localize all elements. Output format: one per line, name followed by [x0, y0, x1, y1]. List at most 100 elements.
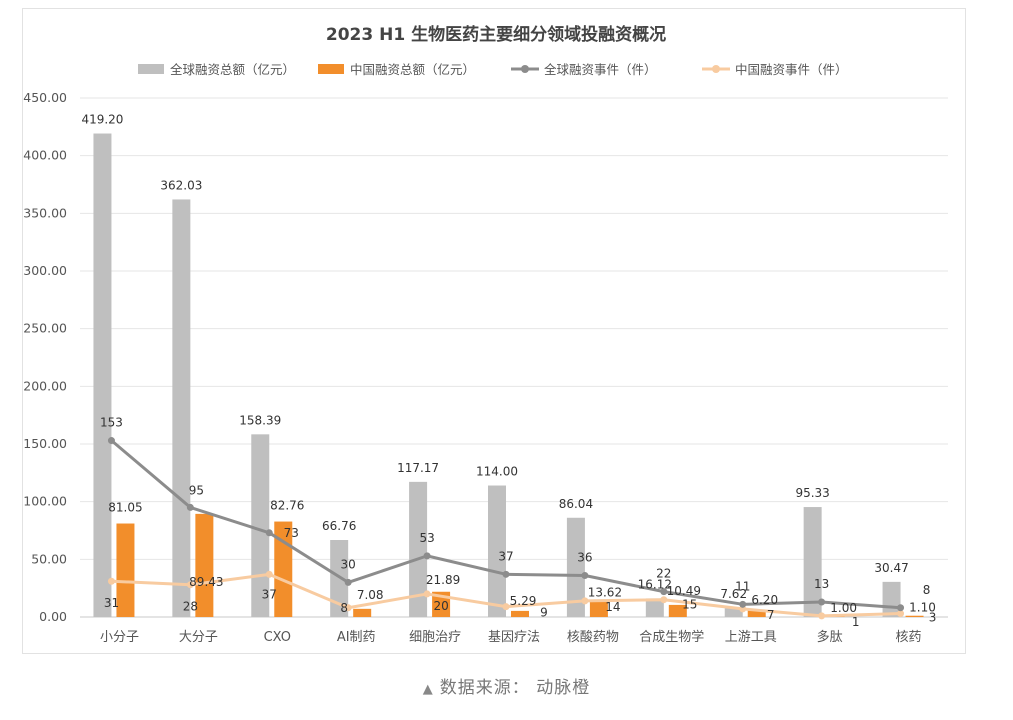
- data-label-global-total: 16.12: [638, 577, 672, 591]
- data-label-china-total: 89.43: [189, 575, 223, 589]
- data-label-global-total: 86.04: [559, 497, 593, 511]
- line-china-events-point: [818, 612, 826, 620]
- data-label-china-total: 21.89: [426, 573, 460, 587]
- data-label-china-total: 1.00: [830, 601, 857, 615]
- data-label-global-total: 114.00: [476, 465, 518, 479]
- data-label-china-total: 82.76: [270, 499, 304, 513]
- data-label-china-events: 28: [183, 600, 198, 614]
- legend-marker-2: [521, 65, 529, 73]
- bar-china-total: [353, 608, 372, 617]
- data-label-china-total: 81.05: [108, 501, 142, 515]
- bar-global-total: [566, 517, 585, 617]
- y-tick-label: 50.00: [31, 551, 67, 566]
- line-china-events-point: [502, 603, 510, 611]
- data-label-china-events: 1: [852, 615, 860, 629]
- legend-label-3: 中国融资事件（件）: [735, 62, 848, 77]
- line-global-events-point: [186, 503, 194, 511]
- line-global-events-point: [660, 588, 668, 596]
- x-tick-label: 大分子: [179, 630, 218, 645]
- bar-global-total: [724, 608, 743, 617]
- y-tick-label: 0.00: [39, 609, 67, 624]
- x-tick-label: 核酸药物: [567, 630, 619, 645]
- data-label-global-total: 7.62: [720, 587, 747, 601]
- data-label-global-events: 22: [656, 567, 671, 581]
- data-label-china-events: 15: [682, 598, 697, 612]
- bar-china-total: [511, 610, 529, 617]
- data-label-china-events: 8: [340, 601, 348, 615]
- data-label-china-total: 13.62: [588, 585, 622, 599]
- data-label-china-events: 20: [433, 599, 448, 613]
- data-label-global-events: 8: [923, 583, 931, 597]
- data-label-global-events: 95: [189, 483, 204, 497]
- bar-global-total: [803, 507, 822, 617]
- x-tick-label: 核药: [896, 630, 922, 645]
- bar-global-total: [93, 133, 112, 618]
- y-tick-label: 150.00: [23, 436, 67, 451]
- line-china-events-point: [423, 590, 431, 598]
- line-global-events-point: [739, 600, 747, 608]
- x-tick-label: 小分子: [100, 630, 139, 645]
- data-label-global-events: 11: [735, 579, 750, 593]
- y-tick-label: 250.00: [23, 321, 67, 336]
- data-label-china-events: 31: [104, 596, 119, 610]
- legend-label-2: 全球融资事件（件）: [544, 62, 657, 77]
- data-label-global-total: 95.33: [795, 486, 829, 500]
- triangle-icon: ▲: [422, 682, 434, 697]
- bar-global-total: [172, 199, 191, 617]
- bar-china-total: [116, 523, 135, 617]
- legend-marker-3: [712, 65, 720, 73]
- x-tick-label: AI制药: [337, 630, 376, 645]
- line-china-events-point: [265, 570, 273, 578]
- data-label-china-total: 6.20: [751, 593, 778, 607]
- line-global-events-point: [502, 570, 510, 578]
- bar-china-total: [195, 513, 214, 617]
- source-note: ▲ 数据来源： 动脉橙: [0, 673, 1013, 698]
- bar-global-total: [645, 598, 664, 617]
- source-text: 数据来源： 动脉橙: [439, 678, 591, 698]
- x-tick-label: 上游工具: [725, 630, 777, 645]
- bar-global-total: [488, 485, 506, 617]
- bar-china-total: [589, 601, 608, 617]
- line-global-events-point: [818, 598, 826, 606]
- data-label-global-total: 30.47: [874, 561, 908, 575]
- data-label-china-events: 7: [767, 608, 775, 622]
- data-label-china-events: 37: [262, 587, 277, 601]
- data-label-global-total: 117.17: [397, 461, 439, 475]
- data-label-china-events: 14: [605, 600, 620, 614]
- bar-china-total: [747, 609, 766, 617]
- legend-swatch-1: [318, 64, 344, 74]
- bar-global-total: [251, 434, 270, 617]
- y-tick-label: 300.00: [23, 263, 67, 278]
- data-label-global-events: 153: [100, 416, 123, 430]
- bar-global-total: [409, 481, 428, 617]
- legend-label-0: 全球融资总额（亿元）: [170, 62, 295, 77]
- data-label-global-total: 362.03: [160, 178, 202, 192]
- legend-label-1: 中国融资总额（亿元）: [350, 62, 475, 77]
- line-global-events-point: [344, 578, 352, 586]
- line-global-events-point: [423, 552, 431, 560]
- line-china-events-point: [344, 604, 352, 612]
- y-tick-label: 200.00: [23, 378, 67, 393]
- line-global-events-point: [107, 437, 115, 445]
- data-label-global-events: 13: [814, 577, 829, 591]
- line-china-events-point: [581, 597, 589, 605]
- y-tick-label: 100.00: [23, 494, 67, 509]
- data-label-china-total: 1.10: [909, 601, 936, 615]
- x-tick-label: 合成生物学: [639, 629, 704, 645]
- line-global-events-point: [897, 604, 905, 612]
- data-label-global-events: 53: [419, 531, 434, 545]
- x-tick-label: CXO: [264, 630, 291, 645]
- y-tick-label: 450.00: [23, 90, 67, 105]
- line-china-events-point: [660, 596, 668, 604]
- data-label-china-total: 10.49: [667, 584, 701, 598]
- bar-china-total: [905, 615, 924, 617]
- chart-title: 2023 H1 生物医药主要细分领域投融资概况: [326, 24, 666, 45]
- line-china-events-point: [107, 577, 115, 585]
- data-label-china-events: 9: [540, 606, 548, 620]
- x-tick-label: 多肽: [817, 629, 843, 645]
- data-label-global-events: 30: [341, 557, 356, 571]
- data-label-china-total: 5.29: [510, 594, 537, 608]
- line-global-events-point: [265, 529, 273, 537]
- data-label-global-events: 37: [498, 549, 513, 563]
